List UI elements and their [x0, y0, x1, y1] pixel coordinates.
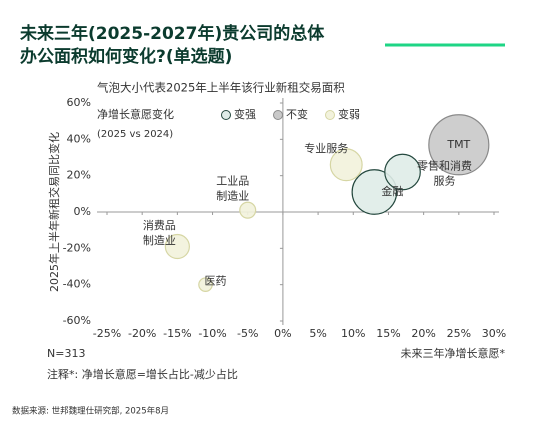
bubble-label: 制造业	[143, 233, 176, 247]
bubble-label: TMT	[446, 138, 470, 151]
y-tick-label: 20%	[67, 169, 91, 182]
title-line: 办公面积如何变化?(单选题)	[20, 46, 232, 67]
subtitle: 气泡大小代表2025年上半年该行业新租交易面积	[97, 81, 345, 95]
x-tick-label: 5%	[309, 327, 326, 340]
x-tick-label: 25%	[447, 327, 471, 340]
legend-label: 变强	[234, 107, 256, 121]
footnote: 注释*: 净增长意愿=增长占比-减少占比	[47, 367, 238, 381]
bubble-label: 服务	[434, 175, 456, 188]
y-tick-label: -40%	[63, 278, 91, 291]
legend-title: 净增长意愿变化	[97, 107, 174, 121]
y-tick-label: -20%	[63, 241, 91, 254]
x-tick-label: 30%	[482, 327, 506, 340]
bubble	[164, 233, 190, 260]
x-tick-label: 15%	[376, 327, 400, 340]
bubble-label: 消费品	[143, 218, 176, 232]
source: 数据来源: 世邦魏理仕研究部, 2025年8月	[12, 406, 169, 417]
bubble	[198, 277, 213, 292]
y-tick-label: 0%	[74, 205, 91, 218]
x-tick-label: -5%	[237, 327, 258, 340]
bubble	[428, 114, 490, 176]
legend-marker	[221, 110, 231, 120]
x-tick-label: -10%	[198, 327, 226, 340]
bubble	[329, 148, 363, 182]
y-tick-label: 40%	[67, 132, 91, 145]
note-n: N=313	[47, 347, 85, 360]
legend-label: 变弱	[338, 107, 360, 121]
bubble-label: 零售和消费	[417, 159, 472, 173]
y-tick-label: 60%	[67, 96, 91, 109]
x-tick-label: -15%	[163, 327, 191, 340]
bubble-label: 专业服务	[304, 141, 348, 155]
bubble-label: 医药	[205, 275, 227, 288]
x-tick-label: 10%	[341, 327, 365, 340]
bubble-label: 制造业	[216, 189, 249, 203]
y-tick-label: -60%	[63, 314, 91, 327]
bubble	[239, 201, 257, 219]
bubble-label: 金融	[381, 184, 403, 198]
legend-label: 不变	[286, 107, 308, 121]
legend-marker	[325, 110, 335, 120]
x-axis-label: 未来三年净增长意愿*	[401, 346, 506, 360]
legend-subtitle: (2025 vs 2024)	[97, 129, 173, 140]
x-tick-label: 20%	[411, 327, 435, 340]
bubble	[351, 169, 398, 215]
bubble	[384, 153, 421, 191]
x-tick-label: -20%	[128, 327, 156, 340]
legend-marker	[273, 110, 283, 120]
x-tick-label: 0%	[274, 327, 291, 340]
bubble-label: 工业品	[216, 175, 249, 188]
x-tick-label: -25%	[93, 327, 121, 340]
y-axis-label: 2025年上半年新租交易同比变化	[47, 132, 61, 292]
title-line: 未来三年(2025-2027年)贵公司的总体	[19, 23, 325, 44]
